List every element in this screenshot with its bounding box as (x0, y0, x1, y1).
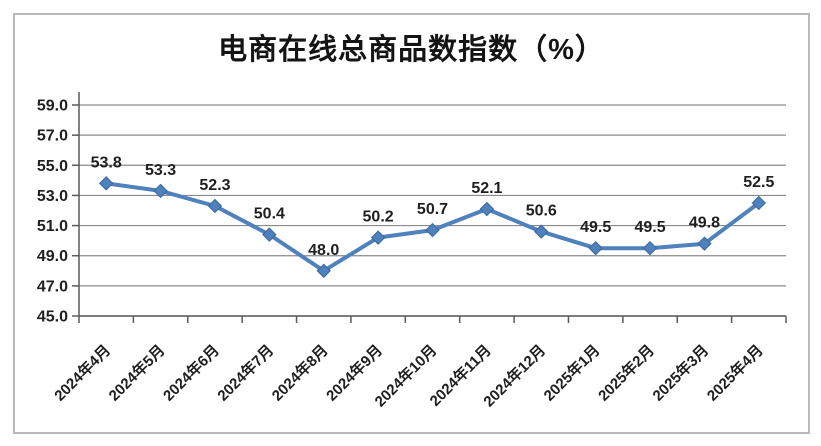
chart-title: 电商在线总商品数指数（%） (218, 34, 605, 66)
x-axis-category-label: 2025年4月 (703, 341, 766, 404)
data-point-marker (316, 263, 331, 278)
data-label: 53.8 (91, 154, 122, 171)
y-axis-tick-label: 47.0 (37, 278, 68, 295)
data-label: 52.3 (199, 177, 230, 194)
data-point-marker (207, 198, 223, 214)
x-axis-category-label: 2024年4月 (51, 341, 114, 404)
y-axis-tick-label: 51.0 (37, 218, 68, 235)
data-point-marker (425, 222, 440, 238)
data-label: 49.5 (580, 219, 611, 236)
data-label: 50.7 (417, 201, 448, 218)
data-label: 52.1 (471, 180, 502, 197)
data-point-marker (697, 236, 712, 251)
data-label: 49.8 (689, 215, 720, 232)
y-axis-tick-label: 55.0 (37, 158, 68, 175)
y-axis-tick-label: 49.0 (37, 248, 68, 265)
data-point-marker (370, 230, 386, 245)
data-label: 50.6 (526, 203, 557, 220)
data-point-marker (479, 201, 495, 217)
y-axis-tick-label: 59.0 (37, 98, 68, 115)
x-axis-category-label: 2025年1月 (540, 341, 603, 404)
data-point-marker (262, 227, 277, 242)
chart-frame (13, 13, 810, 434)
data-point-marker (153, 183, 168, 199)
data-point-marker (751, 195, 767, 211)
data-point-marker (642, 240, 658, 256)
data-label: 48.0 (308, 242, 339, 259)
data-label: 50.4 (254, 206, 285, 223)
data-label: 52.5 (743, 174, 774, 191)
y-axis-tick-label: 57.0 (37, 128, 68, 145)
x-axis-category-label: 2024年7月 (214, 341, 277, 404)
data-point-marker (588, 240, 603, 256)
x-axis-category-label: 2024年6月 (159, 341, 222, 404)
y-axis-tick-label: 53.0 (37, 188, 68, 205)
data-label: 50.2 (363, 209, 394, 226)
x-axis-category-label: 2024年8月 (268, 341, 331, 404)
y-axis-tick-label: 45.0 (37, 309, 68, 326)
x-axis-category-label: 2025年3月 (649, 341, 712, 404)
data-label: 53.3 (145, 162, 176, 179)
data-point-marker (98, 176, 114, 191)
x-axis-category-label: 2025年2月 (594, 341, 657, 404)
data-label: 49.5 (634, 219, 665, 236)
x-axis-category-label: 2024年5月 (105, 341, 168, 404)
data-point-marker (534, 224, 549, 239)
